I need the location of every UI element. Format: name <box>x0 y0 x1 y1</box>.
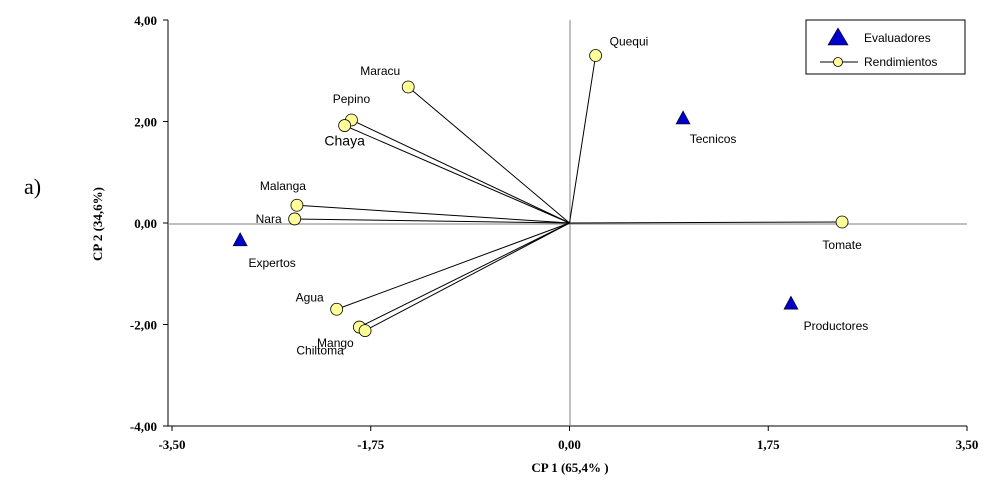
legend: Evaluadores Rendimientos <box>805 19 966 75</box>
point-labels: Tecnicos Expertos Productores Quequi Maracu P… <box>248 35 868 358</box>
marker-quequi <box>589 49 603 62</box>
axis-ticks: -3,50 -1,75 0,00 1,75 3,50 4,00 2,00 0,00 -2,00 -… <box>130 13 978 452</box>
label-expertos: Expertos <box>248 256 295 270</box>
marker-agua <box>330 302 344 316</box>
vector-quequi <box>569 55 597 224</box>
legend-box <box>805 19 966 75</box>
y-tick-label: 2,00 <box>134 115 157 130</box>
legend-triangle-icon <box>827 27 849 46</box>
legend-entry-evaluadores: Evaluadores <box>864 31 931 45</box>
panel-label: a) <box>24 174 41 199</box>
vector-pepino <box>351 119 570 224</box>
y-tick-label: -2,00 <box>130 318 157 333</box>
y-tick-label: 0,00 <box>134 216 157 231</box>
x-tick-label: -1,75 <box>357 437 385 452</box>
x-axis-title: CP 1 (65,4% ) <box>531 460 608 475</box>
x-tick-label: 3,50 <box>956 437 979 452</box>
label-productores: Productores <box>804 319 869 333</box>
marker-chiltoma <box>358 324 372 337</box>
y-axis-title: CP 2 (34,6%) <box>90 187 105 261</box>
vector-maracu <box>407 86 570 224</box>
marker-chaya <box>338 119 352 132</box>
label-malanga: Malanga <box>260 179 306 193</box>
marker-tecnicos <box>675 110 691 125</box>
vector-tomate <box>569 221 843 224</box>
marker-productores <box>783 295 799 310</box>
vector-chaya <box>344 125 570 224</box>
marker-nara <box>288 212 302 226</box>
label-chaya: Chaya <box>324 133 365 149</box>
label-tomate: Tomate <box>822 238 862 252</box>
label-nara: Nara <box>256 212 282 226</box>
vector-mango <box>359 222 570 328</box>
vector-chiltoma <box>364 222 570 332</box>
vector-agua <box>336 222 570 310</box>
y-tick-label: 4,00 <box>134 13 157 28</box>
vector-lines <box>294 55 843 332</box>
vector-nara <box>294 218 570 224</box>
legend-circle-icon <box>833 57 843 67</box>
y-tick-label: -4,00 <box>130 419 157 434</box>
label-quequi: Quequi <box>610 35 649 49</box>
marker-tomate <box>835 215 849 229</box>
x-tick-label: 0,00 <box>558 437 581 452</box>
marker-malanga <box>290 198 304 212</box>
label-mango: Mango <box>317 336 354 350</box>
label-chiltoma: Chiltoma <box>296 344 344 358</box>
x-tick-label: -3,50 <box>158 437 185 452</box>
label-pepino: Pepino <box>333 92 371 106</box>
data-markers <box>232 49 849 337</box>
x-tick-label: 1,75 <box>757 437 780 452</box>
label-maracu: Maracu <box>360 64 400 78</box>
marker-maracu <box>401 80 415 94</box>
marker-expertos <box>232 232 248 247</box>
label-tecnicos: Tecnicos <box>690 132 737 146</box>
label-agua: Agua <box>296 290 324 304</box>
vector-malanga <box>296 204 570 224</box>
legend-entry-rendimientos: Rendimientos <box>864 55 937 69</box>
